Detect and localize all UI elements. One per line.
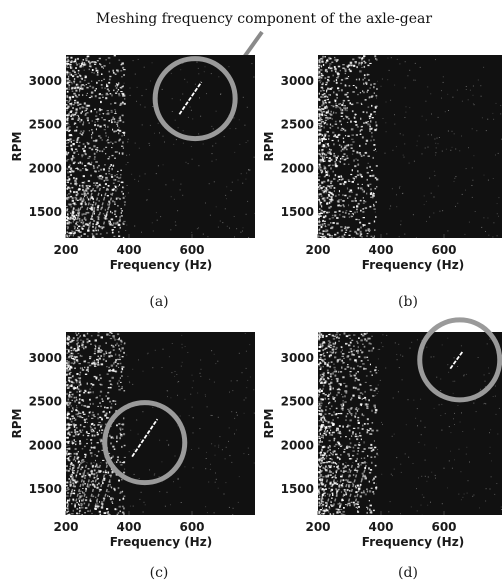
meshing-line: [178, 81, 203, 115]
y-tick-label: 2000: [29, 438, 62, 452]
x-tick-label: 400: [368, 243, 393, 257]
x-tick-label: 600: [179, 520, 204, 534]
meshing-line: [449, 350, 464, 370]
x-tick-label: 600: [179, 243, 204, 257]
x-tick-label: 200: [305, 243, 330, 257]
spectrogram-image: [318, 55, 502, 238]
plot-area: [318, 332, 502, 515]
x-tick-label: 600: [431, 243, 456, 257]
x-tick-label: 200: [305, 520, 330, 534]
y-tick-label: 2000: [281, 438, 314, 452]
y-axis-label: RPM: [10, 409, 24, 439]
x-tick-label: 400: [368, 520, 393, 534]
x-axis-label: Frequency (Hz): [362, 535, 464, 549]
y-tick-label: 2500: [281, 118, 314, 132]
panel-c: 200 400 600 1500 2000 2500 3000 Frequency (Hz) R…: [10, 332, 255, 581]
x-tick-label: 400: [116, 243, 141, 257]
y-tick-label: 2500: [281, 395, 314, 409]
y-tick-label: 3000: [281, 74, 314, 88]
x-tick-label: 200: [53, 243, 78, 257]
y-tick-label: 2500: [29, 118, 62, 132]
y-tick-label: 1500: [29, 482, 62, 496]
y-tick-label: 2000: [29, 161, 62, 175]
y-tick-label: 3000: [29, 351, 62, 365]
x-tick-label: 400: [116, 520, 141, 534]
panel-caption: (c): [150, 565, 169, 581]
panel-caption: (b): [398, 294, 418, 310]
x-tick-label: 200: [53, 520, 78, 534]
y-axis-label: RPM: [10, 132, 24, 162]
panel-caption: (d): [398, 565, 418, 581]
x-axis-label: Frequency (Hz): [110, 535, 212, 549]
panel-a: 200 400 600 1500 2000 2500 3000 Frequency (Hz) R…: [10, 55, 255, 310]
y-tick-label: 1500: [281, 482, 314, 496]
y-tick-label: 3000: [281, 351, 314, 365]
spectrogram-image: [318, 332, 502, 515]
y-tick-label: 2500: [29, 395, 62, 409]
y-tick-label: 3000: [29, 74, 62, 88]
panel-caption: (a): [149, 294, 168, 310]
meshing-line: [131, 418, 159, 458]
y-tick-label: 1500: [281, 205, 314, 219]
y-tick-label: 2000: [281, 161, 314, 175]
panel-d: 200 400 600 1500 2000 2500 3000 Frequency (Hz) R…: [262, 317, 502, 581]
x-axis-label: Frequency (Hz): [110, 258, 212, 272]
spectrogram-image: [66, 55, 255, 238]
y-tick-label: 1500: [29, 205, 62, 219]
annotation-text: Meshing frequency component of the axle-…: [96, 11, 432, 27]
highlight-circle: [102, 400, 188, 486]
highlight-circle: [152, 56, 238, 142]
x-tick-label: 600: [431, 520, 456, 534]
spectrogram-image: [66, 332, 255, 515]
y-axis-label: RPM: [262, 409, 276, 439]
highlight-circle: [417, 317, 502, 403]
y-axis-label: RPM: [262, 132, 276, 162]
panel-b: 200 400 600 1500 2000 2500 3000 Frequency (Hz) R…: [262, 55, 502, 310]
x-axis-label: Frequency (Hz): [362, 258, 464, 272]
